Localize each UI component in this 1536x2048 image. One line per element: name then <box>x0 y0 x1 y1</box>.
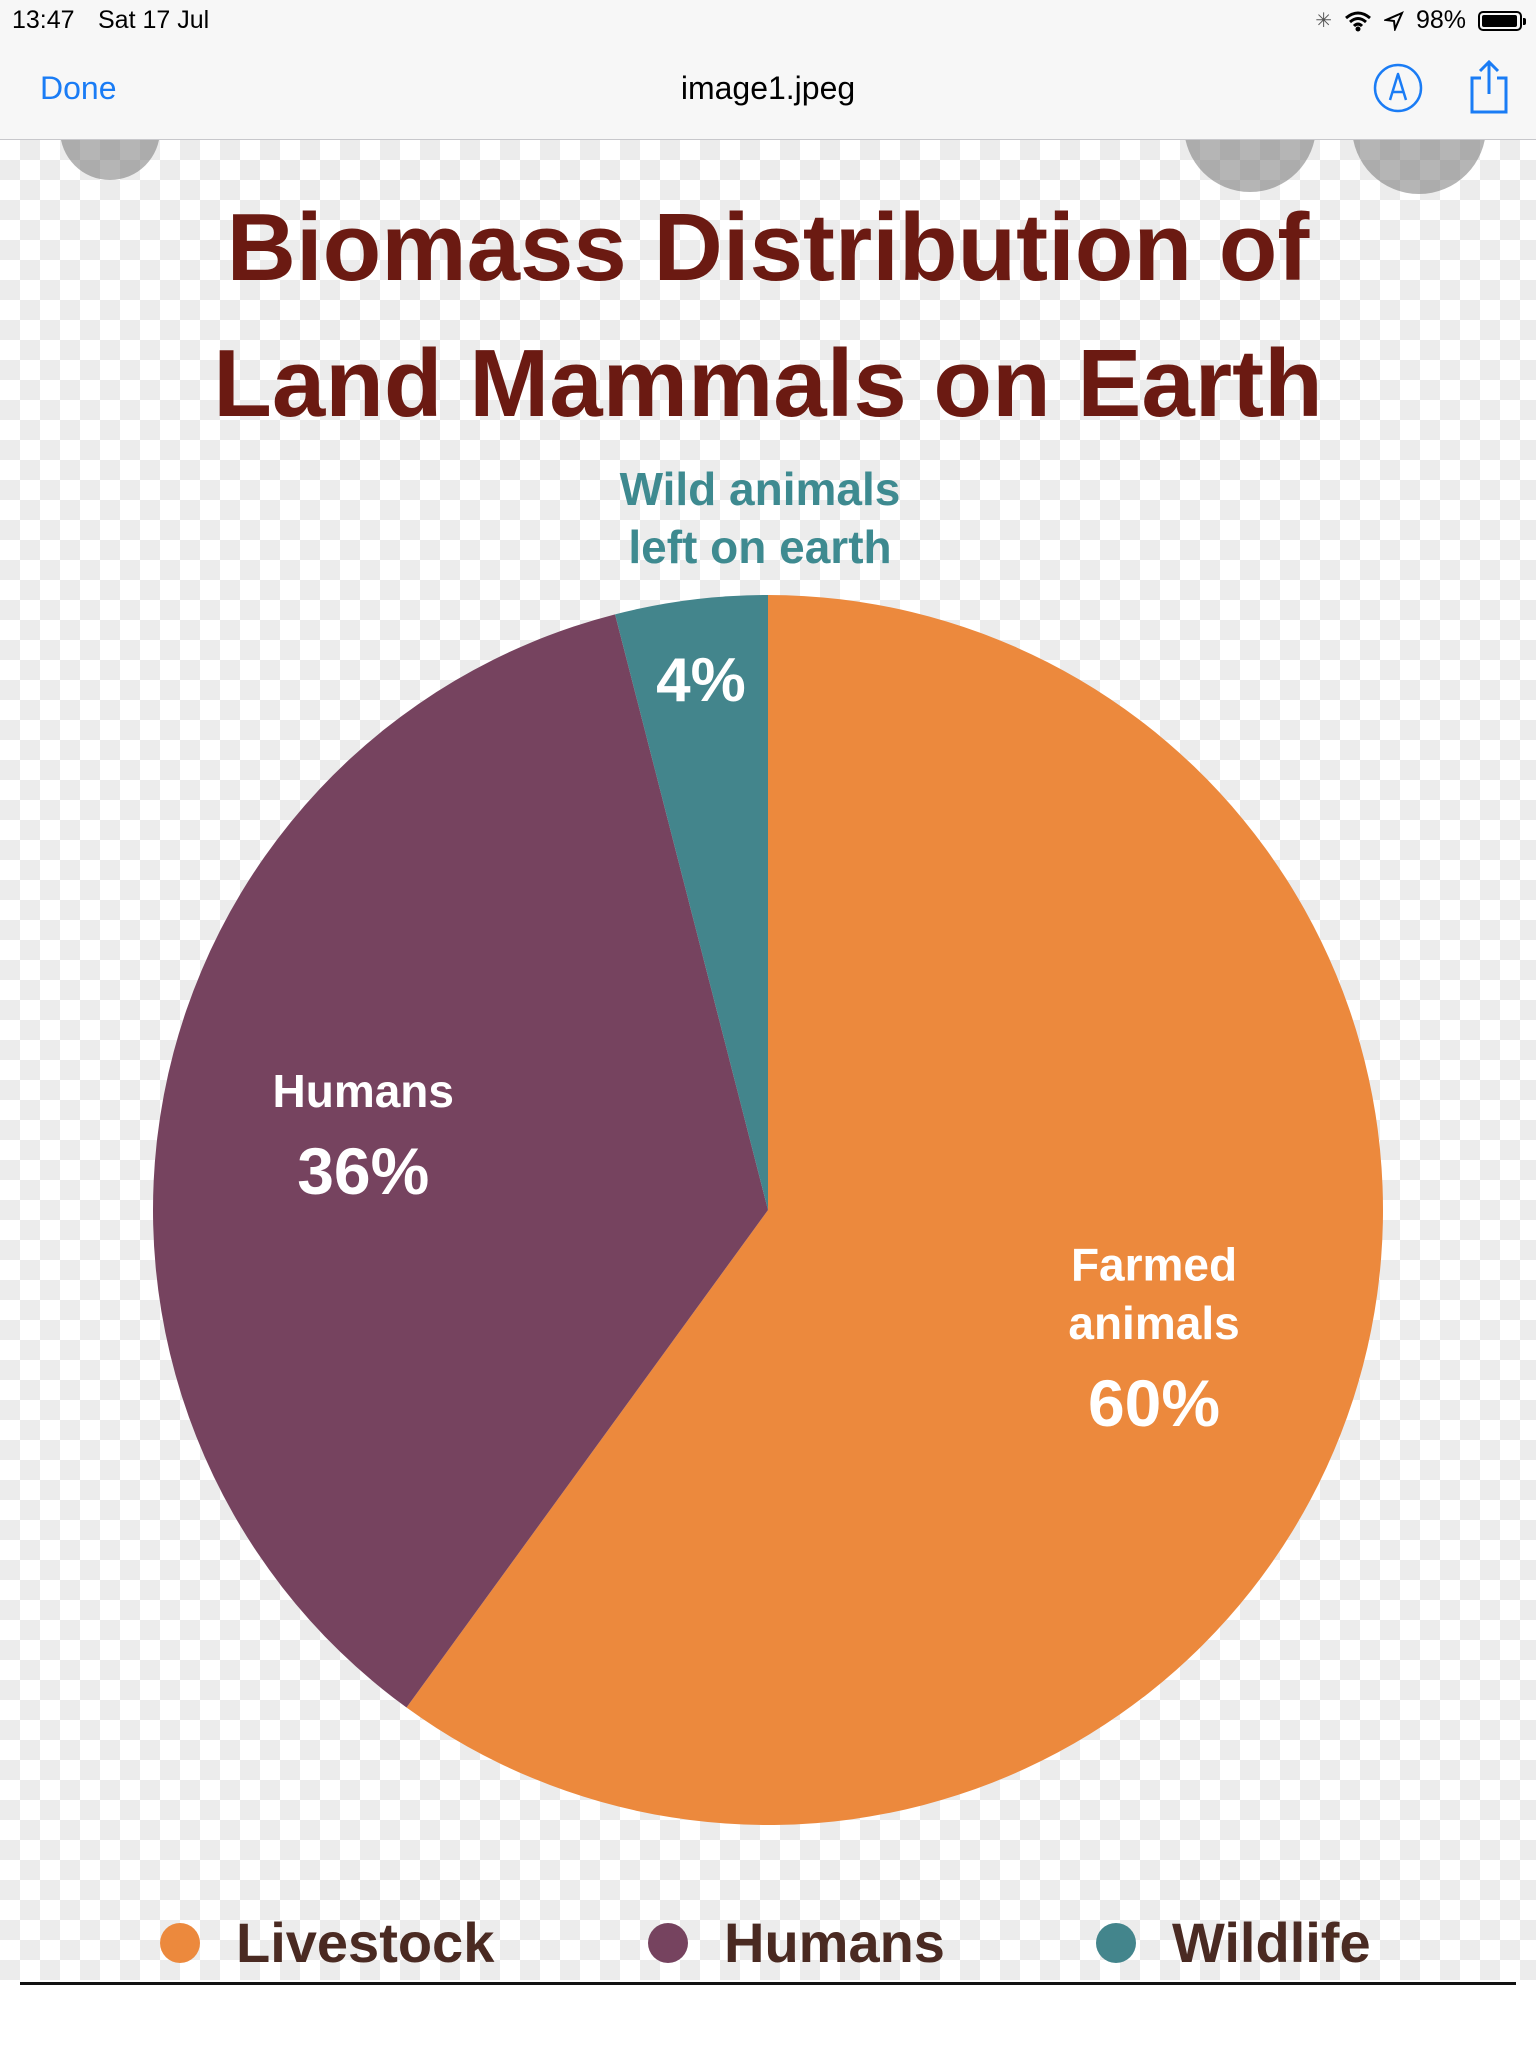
slice-label-1-line-0: Humans <box>273 1065 454 1117</box>
battery-percent: 98% <box>1415 6 1466 34</box>
done-button[interactable]: Done <box>40 70 117 106</box>
status-bar: 13:47 Sat 17 Jul ✳ 98% <box>0 0 1536 40</box>
chart-legend: Livestock Humans Wildlife <box>0 1910 1536 1980</box>
pie-slice-1 <box>152 614 768 1708</box>
slice-value-label-0: 60% <box>1088 1366 1220 1440</box>
legend-item-humans: Humans <box>648 1910 945 1975</box>
status-time: 13:47 <box>12 6 75 34</box>
bottom-divider <box>20 1982 1516 1985</box>
slice-label-0-line-0: Farmed <box>1071 1238 1237 1290</box>
legend-item-wildlife: Wildlife <box>1096 1910 1371 1975</box>
chart-title: Biomass Distribution of Land Mammals on … <box>0 180 1536 452</box>
slice-label-0-line-1: animals <box>1068 1297 1239 1349</box>
activity-spinner-icon: ✳ <box>1315 10 1332 32</box>
slice-value-label-2: 4% <box>656 646 746 715</box>
pie-slice-2 <box>615 595 768 1210</box>
image-viewer: Biomass Distribution of Land Mammals on … <box>0 140 1536 1980</box>
chart-title-line-2: Land Mammals on Earth <box>213 330 1323 437</box>
legend-swatch <box>160 1922 200 1963</box>
legend-label: Humans <box>724 1911 945 1974</box>
legend-swatch <box>1096 1922 1136 1963</box>
wifi-icon <box>1344 11 1371 31</box>
wild-animals-label: Wild animals left on earth <box>560 460 960 576</box>
wild-animals-label-line-1: Wild animals <box>619 463 901 515</box>
wild-animals-label-line-2: left on earth <box>628 521 892 573</box>
navigation-bar: Done image1.jpeg <box>0 40 1536 140</box>
pie-chart: Farmed animals 60% Humans 36% 4% <box>152 595 1384 1826</box>
share-icon[interactable] <box>1466 58 1512 116</box>
legend-label: Livestock <box>236 1911 495 1974</box>
markup-pen-icon[interactable] <box>1372 62 1424 114</box>
chart-title-line-1: Biomass Distribution of <box>226 194 1310 301</box>
status-indicators: ✳ 98% <box>1315 6 1526 35</box>
location-arrow-icon <box>1383 10 1404 31</box>
status-date: Sat 17 Jul <box>98 6 210 34</box>
legend-item-livestock: Livestock <box>160 1910 494 1975</box>
slice-value-label-1: 36% <box>297 1134 429 1208</box>
legend-swatch <box>648 1922 688 1963</box>
battery-icon <box>1478 10 1526 31</box>
pie-slice-0 <box>406 595 1384 1826</box>
nav-title: image1.jpeg <box>680 70 856 106</box>
legend-label: Wildlife <box>1172 1911 1371 1974</box>
